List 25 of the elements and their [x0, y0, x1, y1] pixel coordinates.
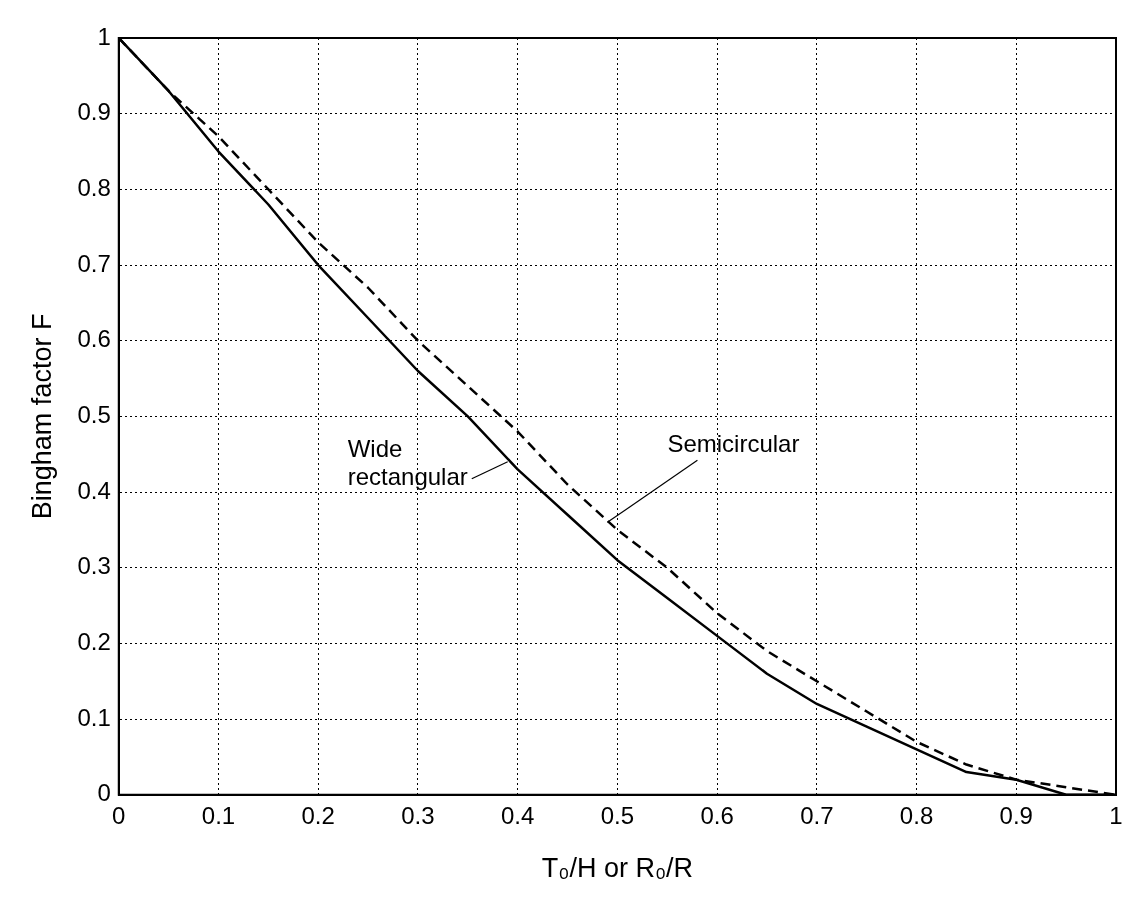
y-tick-label: 0.2 [77, 628, 111, 656]
y-tick-label: 0.8 [77, 173, 111, 201]
x-tick-label: 0.2 [301, 801, 335, 829]
x-tick-label: 0.1 [201, 801, 236, 829]
y-tick-label: 0.5 [77, 401, 111, 429]
y-tick-label: 0.3 [77, 552, 111, 580]
x-tick-label: 0.9 [999, 801, 1033, 829]
x-tick-label: 0.8 [899, 801, 934, 829]
y-axis-title: Bingham factor F [26, 313, 57, 520]
y-tick-label: 0.1 [77, 703, 111, 731]
y-tick-label: 0.4 [77, 476, 111, 504]
y-tick-label: 0 [97, 779, 111, 807]
x-tick-label: 0.6 [700, 801, 734, 829]
y-tick-label: 0.6 [77, 325, 111, 353]
x-tick-label: 0.3 [401, 801, 435, 829]
x-tick-label: 0.4 [500, 801, 535, 829]
x-tick-label: 1 [1109, 801, 1123, 829]
annotation: Wide rectangular [347, 434, 468, 490]
annotation: Semicircular [667, 430, 800, 458]
x-tick-label: 0.7 [800, 801, 834, 829]
x-axis-title: T₀/H or R₀/R [541, 853, 694, 884]
y-tick-label: 0.7 [77, 249, 111, 277]
y-tick-label: 1 [97, 22, 111, 50]
y-tick-label: 0.9 [77, 98, 111, 126]
x-tick-label: 0.5 [600, 801, 635, 829]
